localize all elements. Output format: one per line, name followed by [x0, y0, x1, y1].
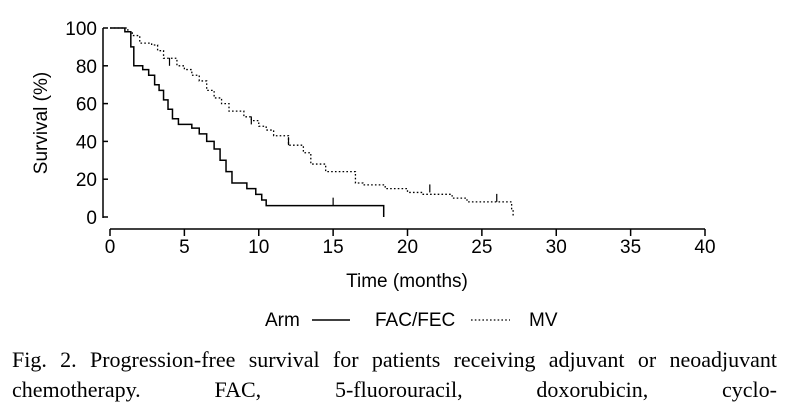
y-tick-label: 60	[76, 95, 97, 116]
x-axis-title: Time (months)	[346, 271, 468, 292]
x-ticks: 0 5 10 15 20 25 30 35 40	[105, 229, 716, 258]
y-ticks: 0 20 40 60 80 100	[65, 19, 108, 229]
x-tick-label: 40	[694, 237, 715, 258]
y-tick-label: 80	[76, 57, 97, 78]
x-tick-label: 10	[248, 237, 269, 258]
series-line-mv	[110, 27, 514, 217]
x-tick-label: 30	[546, 237, 567, 258]
legend-title: Arm	[265, 310, 300, 331]
x-tick-label: 20	[397, 237, 418, 258]
series-line-fac-fec	[110, 27, 385, 217]
plot-area	[110, 27, 514, 217]
y-tick-label: 20	[76, 170, 97, 191]
x-tick-label: 5	[179, 237, 190, 258]
x-tick-label: 0	[105, 237, 116, 258]
x-tick-label: 15	[323, 237, 344, 258]
legend-label-fac-fec: FAC/FEC	[375, 310, 455, 331]
y-tick-label: 40	[76, 132, 97, 153]
figure-caption: Fig. 2. Progression-free survival for pa…	[12, 347, 777, 402]
y-axis-title: Survival (%)	[31, 72, 52, 174]
x-tick-label: 25	[471, 237, 492, 258]
x-tick-label: 35	[620, 237, 641, 258]
legend-label-mv: MV	[529, 310, 558, 331]
y-tick-label: 0	[86, 208, 97, 229]
y-tick-label: 100	[65, 19, 97, 40]
legend: Arm FAC/FEC MV	[265, 310, 558, 331]
